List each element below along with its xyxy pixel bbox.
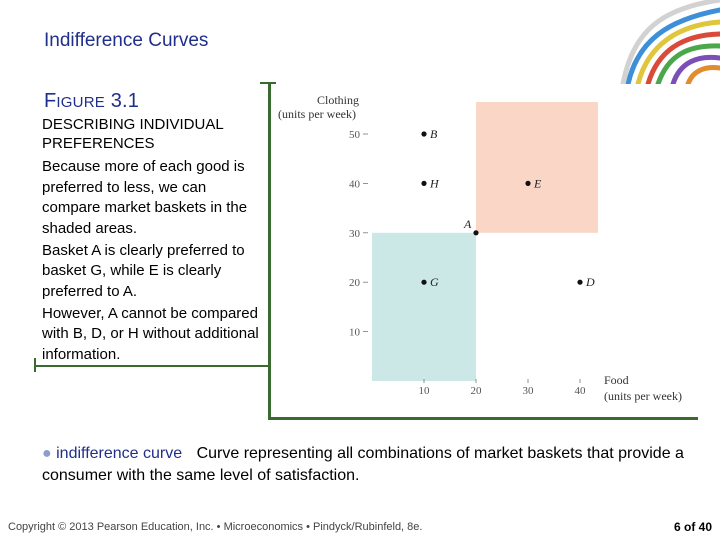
data-point-e (525, 180, 531, 186)
x-tick-label: 10 (419, 385, 431, 397)
shaded-region-less-preferred (372, 232, 476, 381)
y-tick-label: 50 (349, 129, 361, 141)
point-label-d: D (585, 275, 595, 289)
data-point-g (421, 279, 427, 285)
slide-title: Indifference Curves (44, 30, 209, 51)
y-tick-label: 40 (349, 178, 361, 190)
caption-paragraph: Basket A is clearly preferred to basket … (42, 241, 245, 300)
x-axis-label: Food (604, 373, 629, 387)
x-axis-units: (units per week) (604, 389, 682, 403)
point-label-g: G (430, 275, 439, 289)
figure-label: FIGURE 3.1 (44, 90, 140, 112)
y-tick-label: 30 (349, 228, 361, 240)
point-label-h: H (429, 176, 440, 190)
shaded-region-preferred (476, 102, 598, 233)
decorative-cables-image (620, 0, 720, 84)
frame-line (268, 417, 698, 420)
data-point-b (421, 131, 427, 137)
point-label-a: A (463, 217, 472, 231)
frame-line (34, 365, 268, 367)
data-point-d (577, 279, 583, 285)
definition-term: indifference curve (56, 445, 183, 462)
page-number: 6 of 40 (673, 520, 712, 534)
frame-line (268, 83, 271, 420)
point-label-b: B (430, 127, 438, 141)
figure-heading: DESCRIBING INDIVIDUAL PREFERENCES (42, 116, 224, 152)
frame-line (260, 82, 276, 84)
y-axis-units: (units per week) (278, 107, 356, 121)
data-point-h (421, 180, 427, 186)
y-tick-label: 10 (349, 327, 361, 339)
point-label-e: E (533, 176, 542, 190)
bullet: ● (42, 445, 52, 462)
figure-caption: Because more of each good is preferred t… (42, 157, 268, 367)
footer-copyright: Copyright © 2013 Pearson Education, Inc.… (8, 521, 423, 533)
definition-text: ● indifference curve Curve representing … (42, 443, 692, 487)
y-axis-label: Clothing (317, 93, 359, 107)
data-point-a (473, 230, 479, 236)
x-tick-label: 40 (575, 385, 587, 397)
caption-paragraph: Because more of each good is preferred t… (42, 158, 248, 237)
y-tick-label: 20 (349, 277, 361, 289)
x-tick-label: 30 (523, 385, 535, 397)
caption-paragraph: However, A cannot be compared with B, D,… (42, 304, 259, 363)
x-tick-label: 20 (471, 385, 483, 397)
definition-body: Curve representing all combinations of m… (42, 445, 684, 484)
preferences-chart: Clothing (units per week) Food (units pe… (278, 93, 682, 403)
frame-line (34, 358, 36, 372)
